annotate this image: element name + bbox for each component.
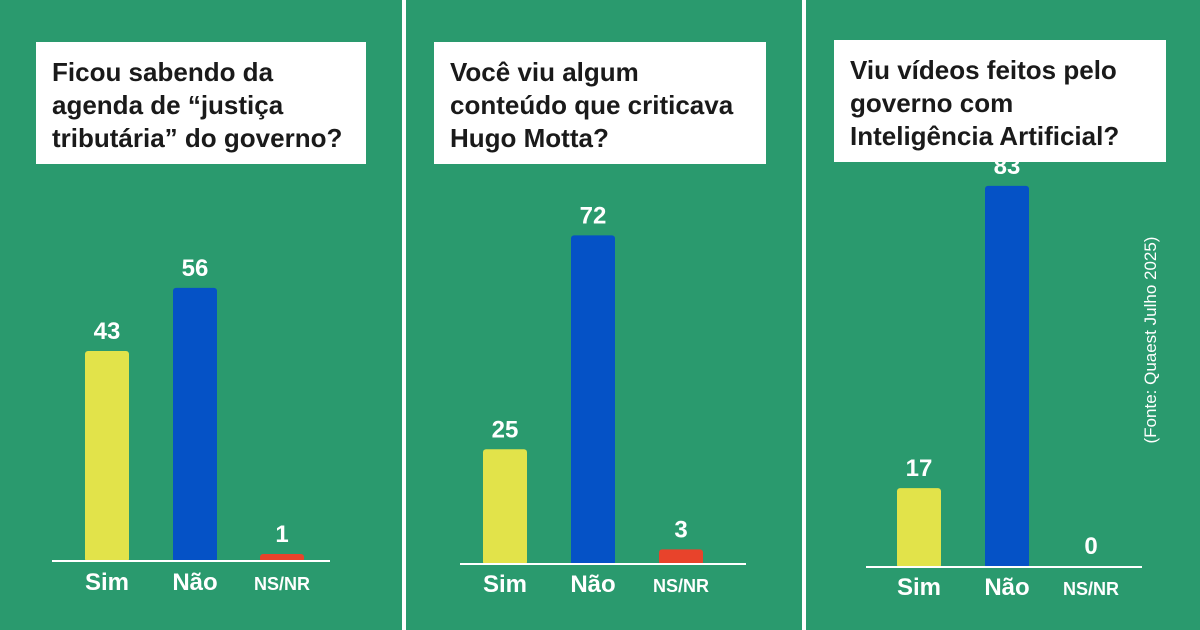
category-label: Não	[984, 574, 1029, 601]
bar	[659, 549, 703, 565]
data-label: 0	[1084, 533, 1097, 560]
category-label: NS/NR	[653, 576, 709, 596]
source-note: (Fonte: Quaest Julho 2025)	[1141, 236, 1160, 444]
chart-panel-2: Você viu algum conteúdo que criticava Hu…	[406, 0, 802, 630]
category-label: NS/NR	[1063, 579, 1119, 599]
chart-title-line: Ficou sabendo da	[52, 57, 274, 87]
category-label: NS/NR	[254, 574, 310, 594]
chart-title-line: agenda de “justiça	[52, 90, 284, 120]
data-label: 72	[580, 202, 607, 229]
category-label: Sim	[483, 571, 527, 598]
data-label: 56	[182, 255, 209, 282]
bar	[483, 449, 527, 565]
bar-chart: 43 Sim 56 Não 1 NS/NR	[52, 255, 330, 596]
data-label: 43	[94, 318, 121, 345]
chart-title-line: conteúdo que criticava	[450, 90, 734, 120]
chart-title: Você viu algum conteúdo que criticava Hu…	[434, 42, 766, 164]
bar-chart: 17 Sim 83 Não 0 NS/NR	[866, 153, 1142, 601]
bar	[85, 351, 129, 562]
bar	[173, 287, 217, 562]
data-label: 25	[492, 416, 519, 443]
chart-title-line: Viu vídeos feitos pelo	[850, 55, 1117, 85]
bar	[985, 185, 1029, 569]
bar	[897, 488, 941, 568]
category-label: Não	[570, 571, 615, 598]
panel-divider-2	[802, 0, 806, 630]
chart-title-line: governo com	[850, 88, 1014, 118]
data-label: 83	[994, 153, 1021, 180]
category-label: Sim	[85, 569, 129, 596]
bar	[571, 235, 615, 565]
data-label: 1	[275, 521, 288, 548]
bar-chart: 25 Sim 72 Não 3 NS/NR	[460, 202, 746, 598]
chart-panel-1: Ficou sabendo da agenda de “justiça trib…	[0, 0, 402, 630]
chart-title: Ficou sabendo da agenda de “justiça trib…	[36, 42, 366, 164]
panel-divider-1	[402, 0, 406, 630]
category-label: Sim	[897, 574, 941, 601]
data-label: 17	[906, 455, 933, 482]
chart-title: Viu vídeos feitos pelo governo com Intel…	[834, 40, 1166, 162]
chart-panel-3: Viu vídeos feitos pelo governo com Intel…	[806, 0, 1200, 630]
chart-title-line: Inteligência Artificial?	[850, 121, 1120, 151]
chart-title-line: tributária” do governo?	[52, 123, 343, 153]
category-label: Não	[172, 569, 217, 596]
chart-title-line: Hugo Motta?	[450, 123, 609, 153]
data-label: 3	[674, 516, 687, 543]
chart-title-line: Você viu algum	[450, 57, 639, 87]
